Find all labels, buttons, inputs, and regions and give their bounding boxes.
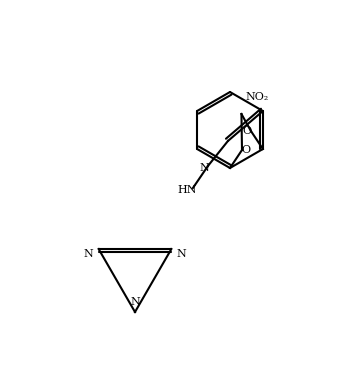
Text: N: N — [84, 249, 93, 259]
Text: N: N — [130, 297, 140, 307]
Text: N: N — [199, 163, 209, 173]
Text: NO₂: NO₂ — [245, 92, 268, 102]
Text: O: O — [242, 126, 251, 136]
Text: O: O — [241, 145, 251, 155]
Text: HN: HN — [177, 185, 197, 195]
Text: N: N — [176, 249, 186, 259]
